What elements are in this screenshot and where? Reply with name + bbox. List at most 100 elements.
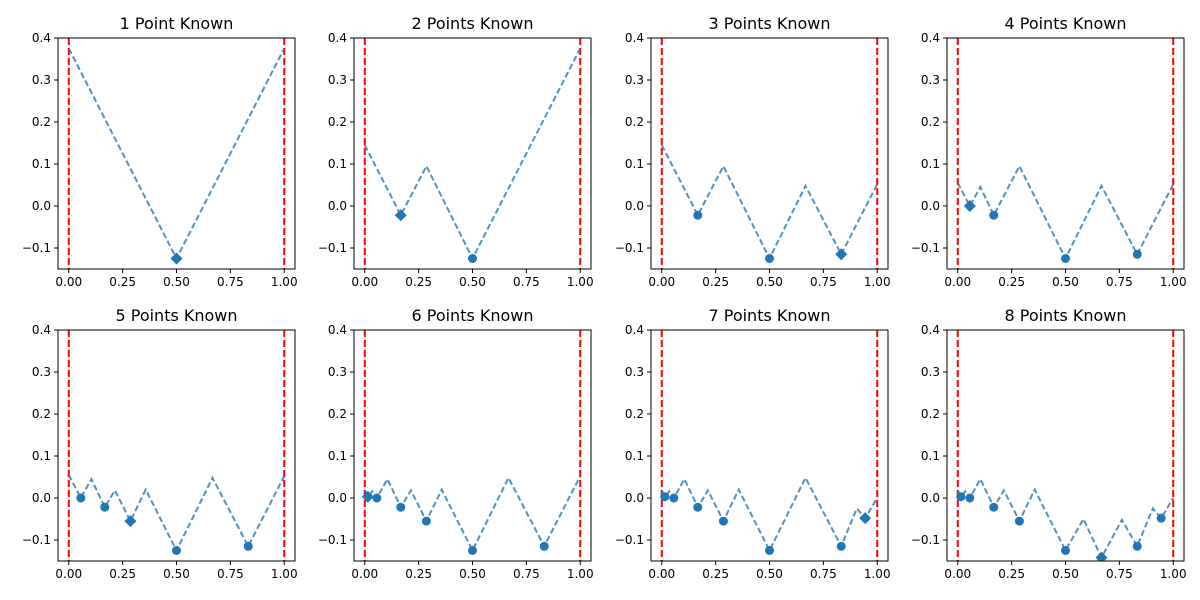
y-tick-label: 0.4 [921, 31, 940, 45]
y-tick-label: 0.0 [32, 199, 51, 213]
y-tick-label: 0.2 [32, 115, 51, 129]
x-tick-label: 0.75 [513, 567, 540, 581]
known-point [539, 541, 549, 551]
y-tick-label: 0.1 [32, 157, 51, 171]
x-tick-label: 0.00 [55, 567, 82, 581]
known-point [693, 210, 703, 220]
y-tick-label: 0.4 [625, 323, 644, 337]
known-point [172, 546, 181, 555]
axes-frame [650, 329, 889, 562]
y-tick-label: 0.0 [625, 199, 644, 213]
y-tick-label: 0.4 [625, 31, 644, 45]
x-tick-label: 0.50 [1052, 275, 1079, 289]
subplot-title: 7 Points Known [708, 306, 830, 325]
y-tick-label: 0.4 [32, 31, 51, 45]
y-tick-label: 0.4 [32, 323, 51, 337]
subplot-title: 6 Points Known [411, 306, 533, 325]
axes-frame [57, 37, 296, 270]
y-tick-label: 0.0 [625, 491, 644, 505]
series-line [660, 475, 879, 553]
y-tick-label: 0.2 [921, 115, 940, 129]
x-tick-label: 0.25 [405, 567, 432, 581]
known-point [718, 516, 728, 526]
new-point [361, 490, 374, 503]
subplot-8: 8 Points Known 0.00 0.25 0.50 0.75 1.00 −0.1 0.… [911, 306, 1187, 581]
known-point [693, 502, 703, 512]
y-tick-label: −0.1 [911, 533, 940, 547]
known-point [1132, 541, 1142, 551]
known-point [989, 210, 999, 220]
y-tick-label: 0.3 [625, 73, 644, 87]
subplot-2: 2 Points Known 0.00 0.25 0.50 0.75 1.00 −0.1 0.… [318, 14, 594, 289]
y-tick-label: −0.1 [318, 241, 347, 255]
x-tick-label: 0.75 [810, 567, 837, 581]
x-tick-label: 1.00 [271, 275, 298, 289]
x-tick-label: 1.00 [567, 275, 594, 289]
new-point [963, 200, 976, 212]
x-tick-label: 0.75 [217, 567, 244, 581]
y-tick-label: 0.1 [625, 449, 644, 463]
y-tick-label: 0.1 [32, 449, 51, 463]
y-tick-label: 0.3 [921, 73, 940, 87]
series-line [67, 474, 286, 553]
y-tick-label: −0.1 [22, 533, 51, 547]
x-tick-label: 0.75 [1106, 275, 1133, 289]
y-tick-label: 0.2 [921, 407, 940, 421]
x-tick-label: 0.50 [163, 275, 190, 289]
series-line [363, 475, 582, 553]
series-line [363, 48, 582, 261]
axes-frame [353, 329, 592, 562]
y-tick-label: 0.3 [328, 73, 347, 87]
known-point [1156, 513, 1166, 523]
x-tick-label: 0.00 [351, 275, 378, 289]
x-tick-label: 0.75 [810, 275, 837, 289]
known-point [468, 254, 477, 263]
known-point [765, 254, 774, 263]
known-point [76, 493, 86, 503]
known-point [956, 492, 966, 502]
known-point [1132, 249, 1142, 259]
y-tick-label: −0.1 [615, 241, 644, 255]
known-point [836, 541, 846, 551]
known-point [396, 502, 406, 512]
new-point [394, 209, 407, 222]
x-tick-label: 0.25 [998, 275, 1025, 289]
x-tick-label: 1.00 [567, 567, 594, 581]
new-point [835, 248, 848, 261]
known-point [468, 546, 477, 555]
y-tick-label: 0.2 [625, 407, 644, 421]
known-point [965, 493, 975, 503]
x-tick-label: 0.25 [998, 567, 1025, 581]
y-tick-label: −0.1 [22, 241, 51, 255]
subplot-title: 2 Points Known [411, 14, 533, 33]
y-tick-label: 0.3 [328, 365, 347, 379]
subplot-title: 1 Point Known [120, 14, 234, 33]
subplot-title: 5 Points Known [115, 306, 237, 325]
x-tick-label: 1.00 [864, 567, 891, 581]
x-tick-label: 0.25 [702, 275, 729, 289]
y-tick-label: 0.0 [921, 199, 940, 213]
y-tick-label: 0.0 [328, 199, 347, 213]
y-tick-label: 0.4 [328, 31, 347, 45]
y-tick-label: 0.0 [32, 491, 51, 505]
subplot-5: 5 Points Known 0.00 0.25 0.50 0.75 1.00 −0.1 0.… [22, 306, 298, 581]
new-point [859, 512, 872, 525]
known-point [243, 541, 253, 551]
series-line [67, 48, 286, 261]
y-tick-label: 0.3 [921, 365, 940, 379]
known-point [421, 516, 431, 526]
x-tick-label: 0.50 [756, 275, 783, 289]
x-tick-label: 0.50 [756, 567, 783, 581]
y-tick-label: 0.2 [328, 115, 347, 129]
known-point [765, 546, 774, 555]
y-tick-label: 0.1 [328, 449, 347, 463]
x-tick-label: 0.50 [1052, 567, 1079, 581]
x-tick-label: 0.75 [1106, 567, 1133, 581]
x-tick-label: 0.00 [944, 275, 971, 289]
x-tick-label: 0.50 [459, 567, 486, 581]
x-tick-label: 0.75 [217, 275, 244, 289]
x-tick-label: 0.00 [351, 567, 378, 581]
known-point [660, 492, 670, 502]
known-point [1061, 546, 1070, 555]
